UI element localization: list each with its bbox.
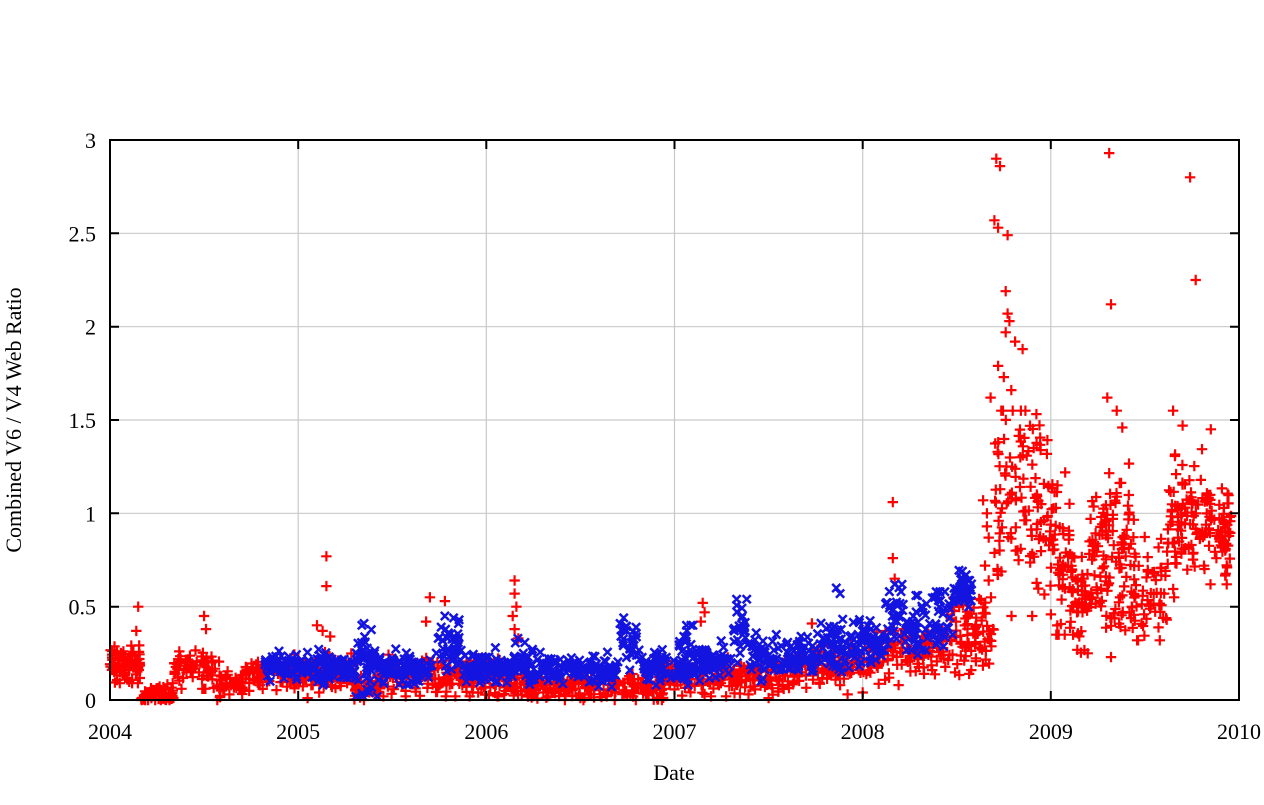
x-tick-label: 2006 xyxy=(464,719,508,744)
y-tick-label: 1.5 xyxy=(69,408,97,433)
y-tick-label: 1 xyxy=(85,501,96,526)
gridlines xyxy=(110,140,1239,700)
series-blue-cross xyxy=(260,565,977,702)
series-red-plus xyxy=(104,147,1237,706)
x-tick-label: 2008 xyxy=(841,719,885,744)
x-tick-label: 2007 xyxy=(653,719,697,744)
axis-ticks xyxy=(109,139,1240,701)
y-tick-label: 0.5 xyxy=(69,595,97,620)
x-axis-title: Date xyxy=(653,760,695,785)
x-tick-label: 2010 xyxy=(1217,719,1261,744)
y-tick-label: 0 xyxy=(85,688,96,713)
x-tick-label: 2005 xyxy=(276,719,320,744)
y-axis-title: Combined V6 / V4 Web Ratio xyxy=(1,287,26,553)
y-tick-label: 2 xyxy=(85,315,96,340)
y-tick-label: 3 xyxy=(85,128,96,153)
x-tick-label: 2009 xyxy=(1029,719,1073,744)
y-tick-label: 2.5 xyxy=(69,221,97,246)
x-tick-label: 2004 xyxy=(88,719,132,744)
